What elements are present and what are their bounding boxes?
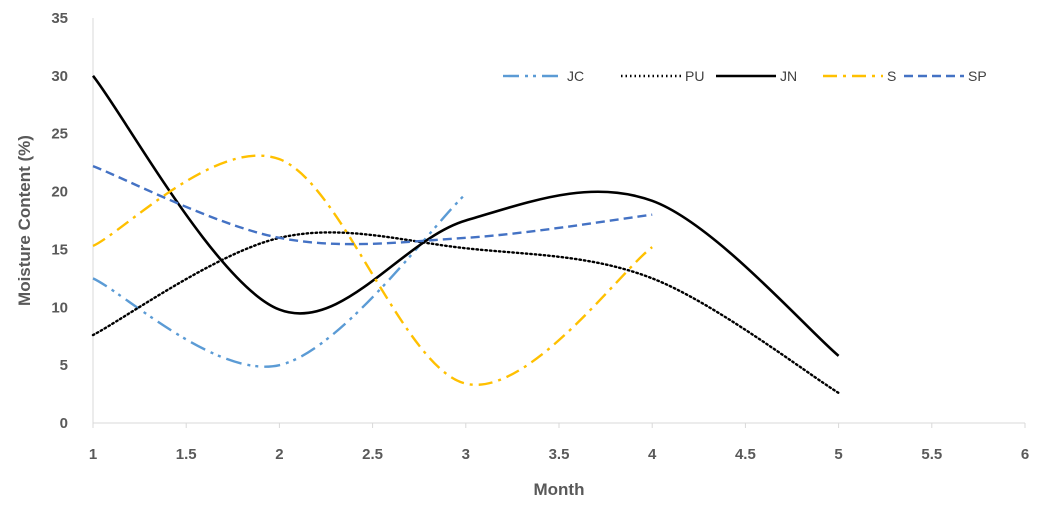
x-tick-label: 3.5 <box>549 446 570 463</box>
x-tick-label: 6 <box>1021 446 1029 463</box>
x-tick-label: 2 <box>275 446 283 463</box>
y-tick-label: 20 <box>51 184 68 201</box>
series-line-s <box>92 154 653 387</box>
x-axis-title: Month <box>534 480 585 499</box>
y-tick-label: 30 <box>51 68 68 85</box>
legend: JC PU JN S SP <box>503 68 987 84</box>
series-line-sp <box>92 164 653 246</box>
y-tick-label: 5 <box>60 357 68 374</box>
legend-label-sp: SP <box>968 68 987 84</box>
y-tick-label: 10 <box>51 299 68 316</box>
legend-label-jc: JC <box>567 68 584 84</box>
y-tick-label: 0 <box>60 415 68 432</box>
x-tick-label: 1.5 <box>176 446 197 463</box>
x-tick-label: 5.5 <box>921 446 942 463</box>
x-tick-label: 1 <box>89 446 97 463</box>
y-tick-label: 35 <box>51 10 68 27</box>
y-tick-label: 15 <box>51 241 68 258</box>
x-tick-label: 4 <box>648 446 657 463</box>
axes: 0 5 10 15 20 25 30 35 1 1.5 2 2.5 3 3.5 4 4.5 5 5.5 6 <box>51 10 1029 463</box>
series-line-pu <box>91 231 840 395</box>
y-tick-label: 25 <box>51 126 68 143</box>
series-group <box>91 75 840 395</box>
series-line-jn <box>91 75 840 357</box>
series-line-jc <box>92 193 467 368</box>
x-tick-label: 2.5 <box>362 446 383 463</box>
legend-label-jn: JN <box>780 68 797 84</box>
x-tick-label: 3 <box>462 446 470 463</box>
x-tick-label: 5 <box>834 446 842 463</box>
x-tick-label: 4.5 <box>735 446 756 463</box>
legend-label-pu: PU <box>685 68 704 84</box>
y-axis-title: Moisture Content (%) <box>15 135 34 306</box>
legend-label-s: S <box>887 68 896 84</box>
